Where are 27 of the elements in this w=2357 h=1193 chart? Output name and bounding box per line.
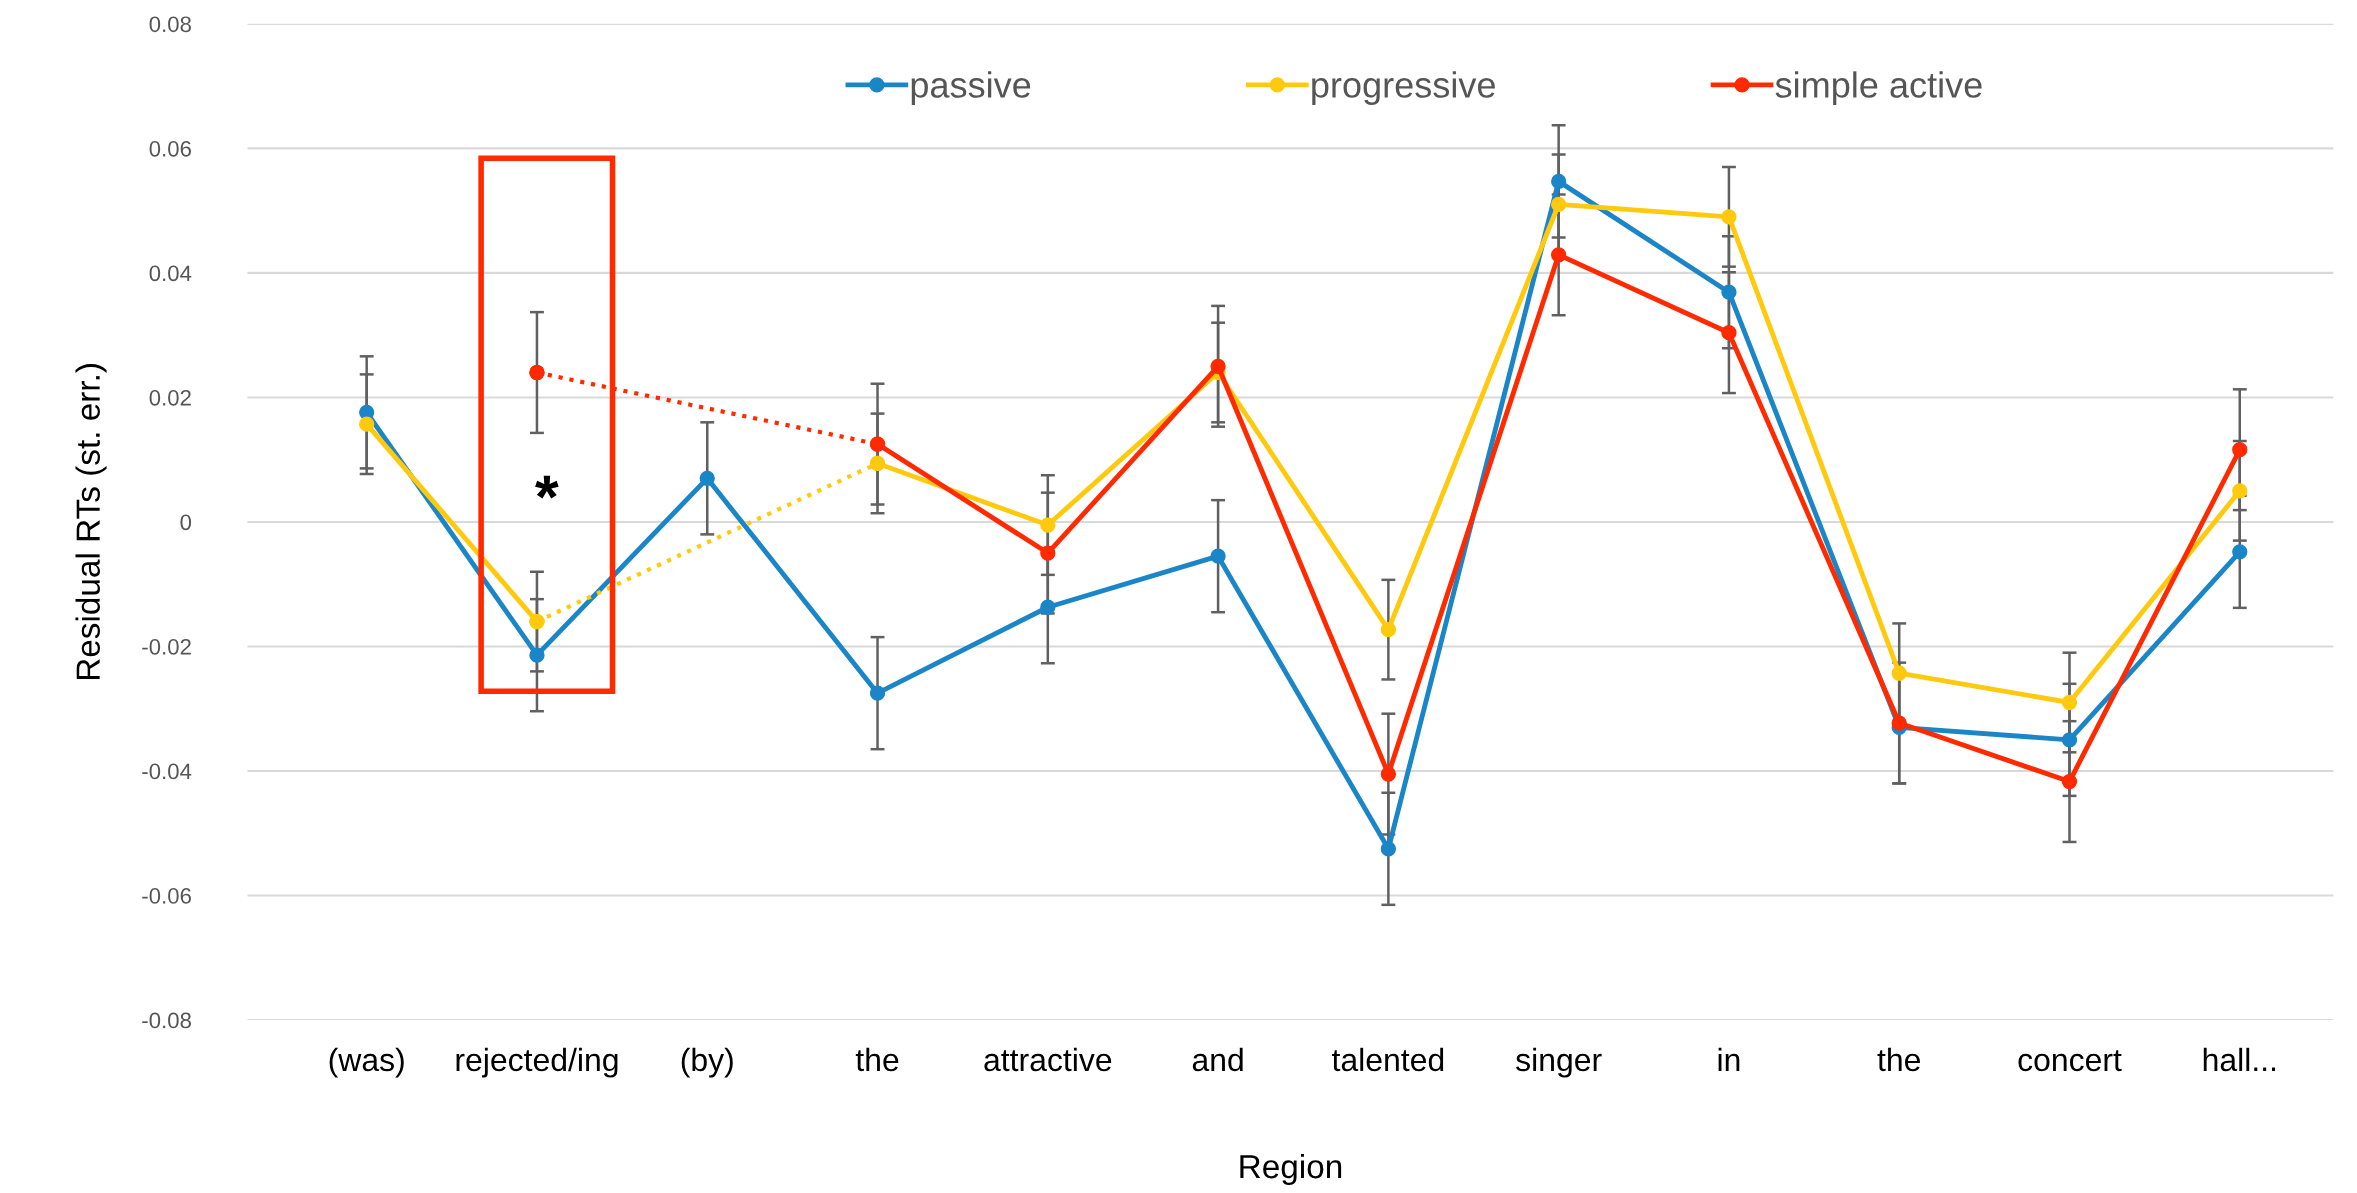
x-tick-label: concert bbox=[2018, 1050, 2122, 1072]
x-tick-label: and bbox=[1192, 1047, 1243, 1072]
y-tick-label: -0.02 bbox=[142, 638, 191, 655]
x-tick-label: hall... bbox=[2203, 1047, 2276, 1072]
legend-label: simple active bbox=[1775, 71, 1982, 105]
legend-label: progressive bbox=[1312, 71, 1495, 105]
annotation: * bbox=[535, 475, 559, 499]
x-tick-label: (by) bbox=[681, 1047, 733, 1078]
x-axis-title: Region bbox=[1240, 1153, 1342, 1186]
y-tick-label: 0.02 bbox=[149, 389, 191, 406]
y-tick-label: 0.08 bbox=[149, 16, 191, 33]
y-axis-title: Residual RTs (st. err.) bbox=[75, 364, 107, 680]
y-tick-label: -0.04 bbox=[142, 763, 192, 780]
x-tick-label: talented bbox=[1332, 1047, 1444, 1072]
y-tick-label: 0 bbox=[180, 514, 192, 531]
x-tick-label: attractive bbox=[984, 1047, 1112, 1072]
y-tick-label: -0.08 bbox=[142, 1012, 191, 1029]
x-tick-label: the bbox=[855, 1047, 899, 1072]
x-tick-label: the bbox=[1877, 1047, 1920, 1072]
y-tick-label: 0.04 bbox=[149, 265, 192, 282]
x-tick-label: singer bbox=[1516, 1047, 1602, 1078]
y-tick-label: 0.06 bbox=[149, 140, 191, 157]
x-tick-label: in bbox=[1718, 1047, 1740, 1071]
y-tick-label: -0.06 bbox=[142, 888, 191, 904]
x-tick-label: (was) bbox=[329, 1047, 404, 1078]
legend-label: passive bbox=[911, 71, 1031, 105]
x-tick-label: rejected/ing bbox=[456, 1047, 618, 1078]
